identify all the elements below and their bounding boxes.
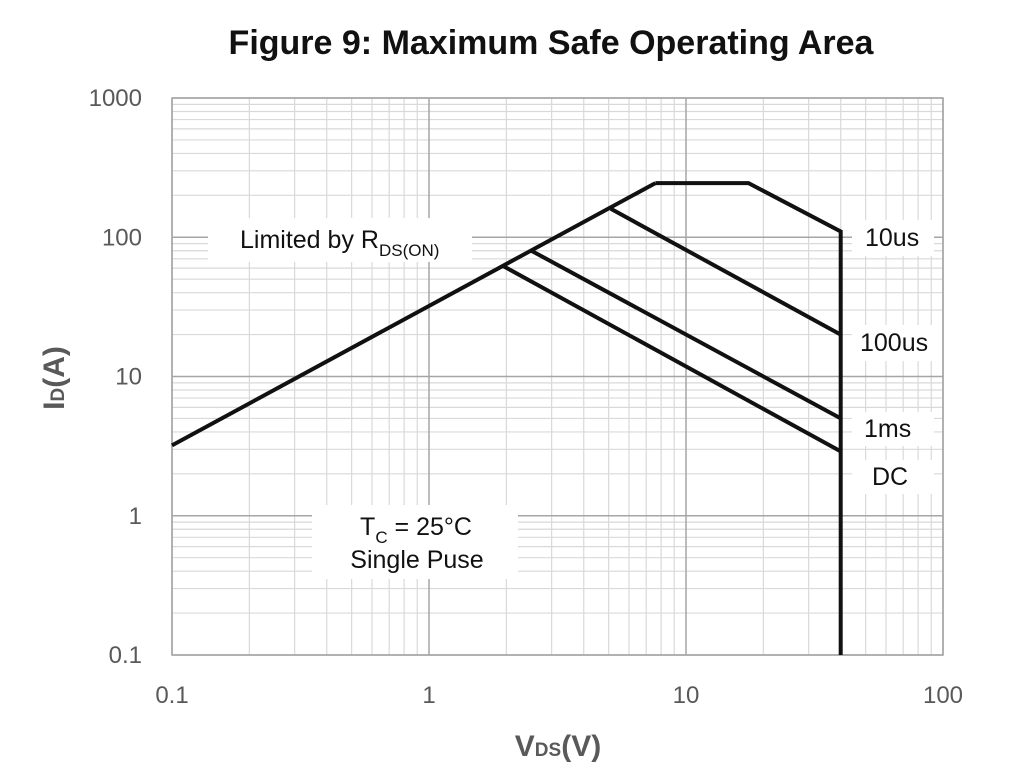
series-line-dc [502,264,842,454]
label-10us-background [852,220,934,256]
x-tick-label: 100 [923,682,963,709]
conditions-temperature: TC = 25°C [360,513,472,547]
soa-curves [171,181,843,655]
temperature-subscript: C [375,528,387,547]
x-tick-label: 1 [422,682,435,709]
series-label-dc: DC [872,463,908,491]
y-axis-subscript: D [48,388,69,402]
y-tick-label: 0.1 [109,642,142,669]
y-tick-label: 100 [102,224,142,251]
x-axis-title: VDS(V) [515,730,601,763]
series-label-100us: 100us [860,329,928,357]
series-label-1ms: 1ms [864,415,911,443]
x-tick-label: 10 [673,682,700,709]
y-axis-main: I [38,402,71,410]
conditions-pulse: Single Puse [350,546,483,574]
x-axis-unit: (V) [561,730,601,763]
rds-label-background [208,218,472,262]
x-tick-label: 0.1 [155,682,188,709]
x-axis-subscript: DS [535,740,561,761]
conditions-label-background [312,505,518,579]
y-axis-title: ID(A) [38,346,71,410]
x-axis-main: V [515,730,535,763]
y-tick-label: 10 [115,364,142,391]
label-100us-background [852,325,942,361]
chart-title: Figure 9: Maximum Safe Operating Area [229,24,875,62]
series-line-10us [655,181,843,655]
label-1ms-background [852,412,934,446]
plot-frame [171,97,944,656]
y-tick-labels: 0.1 1 10 100 1000 [89,85,142,669]
series-line-1ms [530,248,842,421]
y-axis-unit: (A) [38,346,71,388]
label-dc-background [852,460,934,494]
temperature-symbol: T [360,513,375,541]
y-tick-label: 1 [129,503,142,530]
series-line-limited-by-rds-on [171,181,657,448]
x-tick-labels: 0.1 1 10 100 [155,682,963,709]
rds-limit-main: Limited by R [240,226,379,254]
temperature-value: = 25°C [388,513,472,541]
series-line-100us [609,207,842,337]
series-label-10us: 10us [865,224,919,252]
rds-limit-label: Limited by RDS(ON) [240,226,439,260]
rds-limit-subscript: DS(ON) [379,241,439,260]
y-tick-label: 1000 [89,85,142,112]
